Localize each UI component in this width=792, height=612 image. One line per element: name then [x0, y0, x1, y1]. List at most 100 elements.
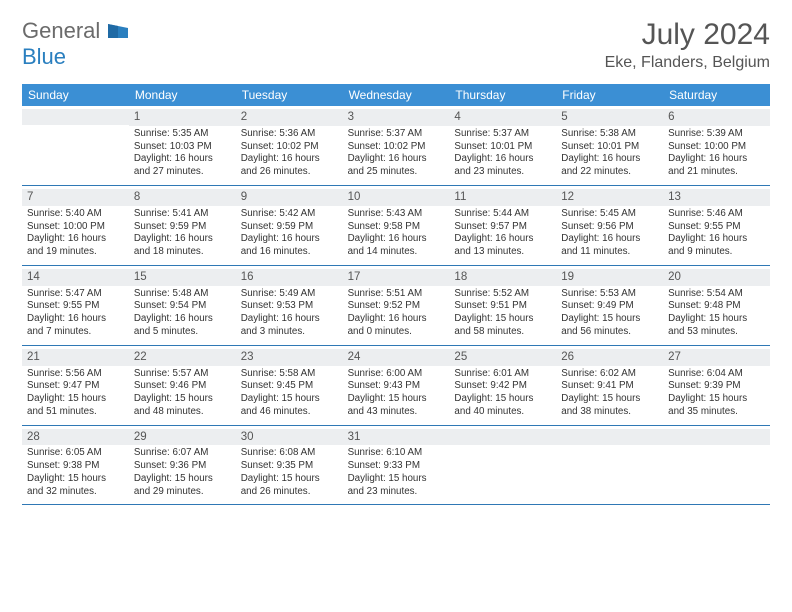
sunset-text: Sunset: 9:54 PM — [134, 300, 231, 313]
day-cell: 18Sunrise: 5:52 AMSunset: 9:51 PMDayligh… — [449, 266, 556, 345]
sunrise-text: Sunrise: 5:56 AM — [27, 368, 124, 381]
day-cell: 28Sunrise: 6:05 AMSunset: 9:38 PMDayligh… — [22, 426, 129, 505]
weekday-fri: Friday — [556, 84, 663, 106]
weekday-mon: Monday — [129, 84, 236, 106]
daylight-text: Daylight: 16 hours — [241, 233, 338, 246]
week-row: 28Sunrise: 6:05 AMSunset: 9:38 PMDayligh… — [22, 426, 770, 506]
day-cell: 27Sunrise: 6:04 AMSunset: 9:39 PMDayligh… — [663, 346, 770, 425]
sunrise-text: Sunrise: 5:46 AM — [668, 208, 765, 221]
sunset-text: Sunset: 9:36 PM — [134, 460, 231, 473]
day-number: 22 — [129, 349, 236, 366]
sunrise-text: Sunrise: 6:02 AM — [561, 368, 658, 381]
daylight-text: and 29 minutes. — [134, 486, 231, 499]
sunset-text: Sunset: 10:02 PM — [241, 141, 338, 154]
daylight-text: and 25 minutes. — [348, 166, 445, 179]
day-number: 23 — [236, 349, 343, 366]
day-cell: 15Sunrise: 5:48 AMSunset: 9:54 PMDayligh… — [129, 266, 236, 345]
daylight-text: Daylight: 16 hours — [27, 313, 124, 326]
day-cell: 4Sunrise: 5:37 AMSunset: 10:01 PMDayligh… — [449, 106, 556, 185]
day-number: 9 — [236, 189, 343, 206]
daylight-text: and 23 minutes. — [348, 486, 445, 499]
sunrise-text: Sunrise: 5:52 AM — [454, 288, 551, 301]
daylight-text: Daylight: 16 hours — [348, 233, 445, 246]
day-cell: 7Sunrise: 5:40 AMSunset: 10:00 PMDayligh… — [22, 186, 129, 265]
daylight-text: Daylight: 16 hours — [134, 313, 231, 326]
day-number: 2 — [236, 109, 343, 126]
daylight-text: and 13 minutes. — [454, 246, 551, 259]
day-number: 21 — [22, 349, 129, 366]
day-cell: 24Sunrise: 6:00 AMSunset: 9:43 PMDayligh… — [343, 346, 450, 425]
day-number: 14 — [22, 269, 129, 286]
sunset-text: Sunset: 9:52 PM — [348, 300, 445, 313]
day-cell: 17Sunrise: 5:51 AMSunset: 9:52 PMDayligh… — [343, 266, 450, 345]
sunrise-text: Sunrise: 6:10 AM — [348, 447, 445, 460]
weekday-tue: Tuesday — [236, 84, 343, 106]
day-number-bar-empty — [556, 429, 663, 445]
day-cell: 3Sunrise: 5:37 AMSunset: 10:02 PMDayligh… — [343, 106, 450, 185]
location-text: Eke, Flanders, Belgium — [605, 54, 770, 72]
day-number: 20 — [663, 269, 770, 286]
daylight-text: and 48 minutes. — [134, 406, 231, 419]
daylight-text: and 53 minutes. — [668, 326, 765, 339]
sunrise-text: Sunrise: 5:44 AM — [454, 208, 551, 221]
weekday-sun: Sunday — [22, 84, 129, 106]
daylight-text: Daylight: 16 hours — [668, 153, 765, 166]
daylight-text: and 27 minutes. — [134, 166, 231, 179]
logo-text-block: General Blue — [22, 18, 128, 70]
sunset-text: Sunset: 9:41 PM — [561, 380, 658, 393]
daylight-text: and 23 minutes. — [454, 166, 551, 179]
day-cell: 19Sunrise: 5:53 AMSunset: 9:49 PMDayligh… — [556, 266, 663, 345]
sunset-text: Sunset: 9:46 PM — [134, 380, 231, 393]
day-cell: 25Sunrise: 6:01 AMSunset: 9:42 PMDayligh… — [449, 346, 556, 425]
sunrise-text: Sunrise: 5:49 AM — [241, 288, 338, 301]
daylight-text: and 26 minutes. — [241, 486, 338, 499]
sunset-text: Sunset: 9:45 PM — [241, 380, 338, 393]
sunset-text: Sunset: 9:53 PM — [241, 300, 338, 313]
sunrise-text: Sunrise: 5:41 AM — [134, 208, 231, 221]
week-row: 7Sunrise: 5:40 AMSunset: 10:00 PMDayligh… — [22, 186, 770, 266]
sunrise-text: Sunrise: 5:51 AM — [348, 288, 445, 301]
day-number: 19 — [556, 269, 663, 286]
day-cell: 1Sunrise: 5:35 AMSunset: 10:03 PMDayligh… — [129, 106, 236, 185]
sunset-text: Sunset: 9:56 PM — [561, 221, 658, 234]
sunset-text: Sunset: 10:03 PM — [134, 141, 231, 154]
flag-icon — [108, 24, 128, 43]
daylight-text: Daylight: 15 hours — [348, 473, 445, 486]
sunrise-text: Sunrise: 6:00 AM — [348, 368, 445, 381]
week-row: 1Sunrise: 5:35 AMSunset: 10:03 PMDayligh… — [22, 106, 770, 186]
empty-day-cell — [449, 426, 556, 505]
day-cell: 10Sunrise: 5:43 AMSunset: 9:58 PMDayligh… — [343, 186, 450, 265]
daylight-text: and 22 minutes. — [561, 166, 658, 179]
title-block: July 2024 Eke, Flanders, Belgium — [605, 18, 770, 72]
daylight-text: Daylight: 16 hours — [241, 153, 338, 166]
day-number: 1 — [129, 109, 236, 126]
sunrise-text: Sunrise: 5:43 AM — [348, 208, 445, 221]
week-row: 21Sunrise: 5:56 AMSunset: 9:47 PMDayligh… — [22, 346, 770, 426]
daylight-text: Daylight: 15 hours — [561, 313, 658, 326]
sunset-text: Sunset: 10:00 PM — [668, 141, 765, 154]
day-cell: 5Sunrise: 5:38 AMSunset: 10:01 PMDayligh… — [556, 106, 663, 185]
day-number: 5 — [556, 109, 663, 126]
day-number: 28 — [22, 429, 129, 446]
day-number: 31 — [343, 429, 450, 446]
sunset-text: Sunset: 10:00 PM — [27, 221, 124, 234]
day-number: 6 — [663, 109, 770, 126]
daylight-text: Daylight: 15 hours — [561, 393, 658, 406]
daylight-text: and 38 minutes. — [561, 406, 658, 419]
weeks-container: 1Sunrise: 5:35 AMSunset: 10:03 PMDayligh… — [22, 106, 770, 505]
daylight-text: Daylight: 16 hours — [561, 153, 658, 166]
daylight-text: Daylight: 16 hours — [27, 233, 124, 246]
sunset-text: Sunset: 10:01 PM — [454, 141, 551, 154]
daylight-text: and 43 minutes. — [348, 406, 445, 419]
daylight-text: and 26 minutes. — [241, 166, 338, 179]
day-cell: 29Sunrise: 6:07 AMSunset: 9:36 PMDayligh… — [129, 426, 236, 505]
day-number: 30 — [236, 429, 343, 446]
day-cell: 31Sunrise: 6:10 AMSunset: 9:33 PMDayligh… — [343, 426, 450, 505]
sunrise-text: Sunrise: 5:38 AM — [561, 128, 658, 141]
daylight-text: and 21 minutes. — [668, 166, 765, 179]
sunset-text: Sunset: 10:02 PM — [348, 141, 445, 154]
daylight-text: Daylight: 15 hours — [454, 393, 551, 406]
daylight-text: Daylight: 16 hours — [348, 313, 445, 326]
sunrise-text: Sunrise: 5:39 AM — [668, 128, 765, 141]
day-number: 12 — [556, 189, 663, 206]
